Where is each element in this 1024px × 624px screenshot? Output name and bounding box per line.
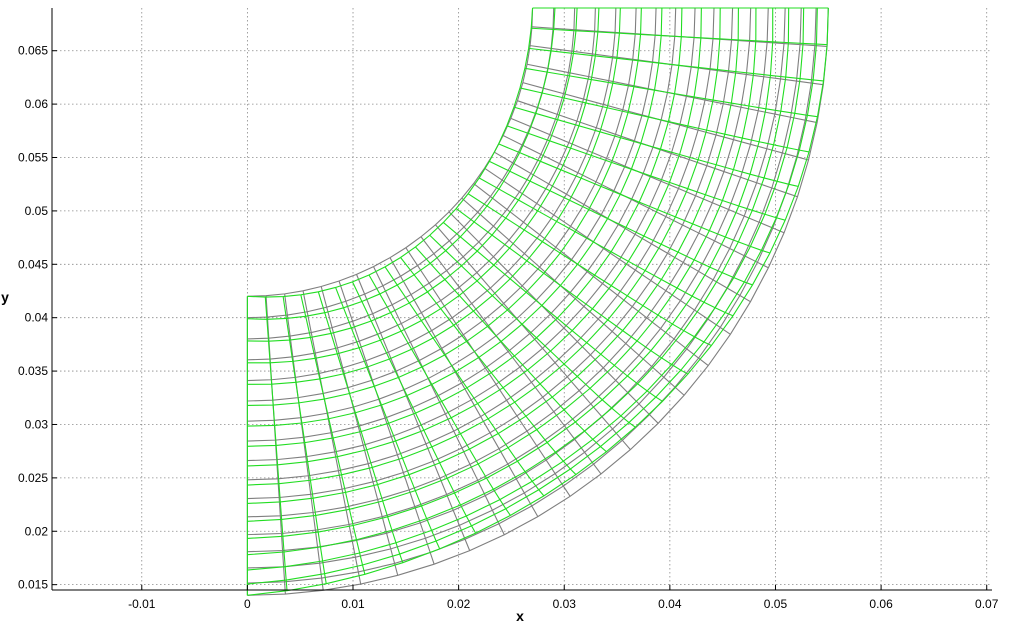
deformed-radial-line (335, 287, 441, 550)
x-tick-label: 0 (244, 597, 251, 611)
y-tick-label: 0.055 (18, 151, 48, 165)
reference-arc-line (247, 7, 734, 500)
deformed-arc-line (247, 7, 683, 447)
deformed-radial-line (519, 87, 810, 153)
reference-arc-line (247, 7, 617, 382)
deformed-arc-line (247, 7, 721, 486)
reference-arc-line (247, 7, 715, 481)
deformed-arc-line (247, 7, 642, 406)
y-axis-label: y (1, 289, 9, 305)
deformed-arc-line (247, 7, 774, 539)
y-tick-label: 0.06 (25, 97, 49, 111)
reference-arc-line (247, 7, 786, 553)
deformed-arc-line (247, 7, 739, 505)
reference-arc-line (247, 7, 696, 462)
x-tick-label: 0.03 (553, 597, 577, 611)
deformed-arc-line (247, 7, 600, 364)
x-axis-label: x (516, 608, 524, 624)
x-tick-label: 0.02 (447, 597, 471, 611)
deformed-arc-line (247, 7, 757, 522)
reference-arc-line (247, 7, 829, 596)
reference-arc-line (247, 7, 534, 297)
y-tick-label: 0.015 (18, 578, 48, 592)
y-tick-label: 0.04 (25, 311, 49, 325)
deformed-mesh (246, 7, 829, 596)
x-tick-label: 0.01 (341, 597, 365, 611)
deformed-arc-line (247, 7, 578, 342)
reference-arc-line (247, 7, 576, 340)
y-tick-label: 0.035 (18, 364, 48, 378)
y-tick-label: 0.03 (25, 417, 49, 431)
deformed-arc-line (247, 7, 818, 585)
deformed-arc-line (247, 7, 556, 320)
y-tick-label: 0.045 (18, 257, 48, 271)
deformed-arc-line (247, 7, 702, 467)
reference-arc-line (247, 7, 817, 584)
reference-arc-line (247, 7, 596, 361)
reference-arc-line (247, 7, 802, 569)
deformed-arc-line (247, 7, 534, 298)
tick-layer: -0.01 0 0.01 0.02 0.03 0.04 0.05 0.06 0.07 0.015 0… (18, 44, 999, 611)
x-tick-label: 0.04 (658, 597, 682, 611)
y-tick-label: 0.065 (18, 44, 48, 58)
reference-arc-line (247, 7, 752, 518)
deformed-arc-line (247, 7, 829, 596)
reference-arc-line (247, 7, 769, 536)
axes-layer (51, 8, 992, 591)
deformed-arc-line (247, 7, 790, 556)
grid-layer (52, 8, 992, 590)
y-tick-label: 0.025 (18, 471, 48, 485)
y-tick-label: 0.02 (25, 524, 49, 538)
x-tick-label: -0.01 (128, 597, 156, 611)
x-tick-label: 0.07 (975, 597, 999, 611)
deformed-radial-line (506, 125, 786, 221)
y-tick-label: 0.05 (25, 204, 49, 218)
x-tick-label: 0.06 (869, 597, 893, 611)
deformed-arc-line (247, 7, 621, 385)
deformed-arc-line (247, 7, 663, 427)
x-tick-label: 0.05 (764, 597, 788, 611)
deformed-arc-line (247, 7, 805, 571)
